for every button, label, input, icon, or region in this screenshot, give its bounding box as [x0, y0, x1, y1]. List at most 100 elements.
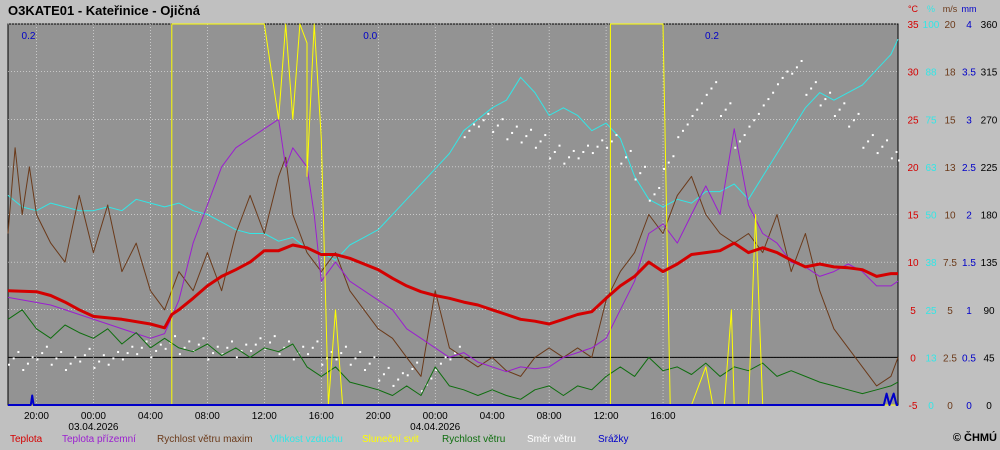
wind-direction-dot	[98, 360, 101, 363]
axis-tick-label: 90	[983, 306, 995, 317]
x-tick-label: 20:00	[24, 411, 49, 422]
wind-direction-dot	[164, 347, 167, 350]
wind-direction-dot	[895, 151, 898, 153]
axis-tick-label: 225	[981, 163, 998, 174]
wind-direction-dot	[188, 340, 191, 343]
axis-tick-label: 88	[925, 68, 937, 79]
axis-tick-label: 30	[907, 68, 919, 79]
x-tick-label: 12:00	[594, 411, 619, 422]
wind-direction-dot	[136, 353, 139, 356]
x-tick-label: 00:00	[423, 411, 448, 422]
wind-direction-dot	[572, 149, 575, 152]
wind-direction-dot	[463, 136, 466, 139]
wind-direction-dot	[738, 140, 741, 143]
wind-direction-dot	[805, 93, 808, 96]
wind-direction-dot	[482, 119, 485, 122]
wind-direction-dot	[406, 374, 409, 377]
wind-direction-dot	[691, 115, 694, 118]
axis-tick-label: 5	[910, 306, 916, 317]
wind-direction-dot	[705, 93, 708, 96]
legend: Teplota Teplota přízemní Rychlost větru …	[0, 432, 1000, 448]
wind-direction-dot	[696, 108, 699, 111]
wind-direction-dot	[724, 108, 727, 111]
axis-tick-label: 18	[944, 68, 956, 79]
wind-direction-dot	[321, 363, 324, 366]
wind-direction-dot	[150, 356, 153, 359]
x-tick-label: 16:00	[309, 411, 334, 422]
wind-direction-dot	[829, 91, 832, 94]
wind-direction-dot	[791, 72, 794, 75]
x-tick-label: 00:00	[81, 411, 106, 422]
wind-direction-dot	[55, 357, 58, 360]
wind-direction-dot	[364, 369, 366, 372]
axis-tick-label: 0	[928, 401, 934, 412]
wind-direction-dot	[292, 358, 295, 361]
axis-tick-label: 13	[925, 353, 937, 364]
wind-direction-dot	[886, 139, 889, 142]
axis-tick-label: -5	[909, 401, 918, 412]
precip-total-label: 0.0	[363, 31, 377, 42]
wind-direction-dot	[83, 354, 86, 357]
x-tick-label: 04:00	[480, 411, 505, 422]
wind-direction-dot	[36, 358, 39, 361]
wind-direction-dot	[648, 199, 651, 202]
wind-direction-dot	[549, 157, 552, 160]
wind-direction-dot	[639, 172, 642, 175]
legend-srazky: Srážky	[598, 434, 629, 445]
axis-tick-label: 0.5	[962, 353, 976, 364]
wind-direction-dot	[140, 346, 143, 349]
copyright: © ČHMÚ	[952, 432, 997, 444]
wind-direction-dot	[586, 144, 589, 147]
axis-tick-label: 10	[907, 258, 919, 269]
wind-direction-dot	[563, 162, 566, 165]
wind-direction-dot	[60, 351, 63, 354]
wind-direction-dot	[221, 353, 224, 356]
wind-direction-dot	[307, 353, 310, 356]
wind-direction-dot	[74, 356, 77, 359]
axis-tick-label: 0	[966, 401, 972, 412]
wind-direction-dot	[729, 102, 732, 105]
wind-direction-dot	[511, 131, 514, 134]
wind-direction-dot	[501, 118, 504, 121]
wind-direction-dot	[525, 135, 528, 138]
wind-direction-dot	[287, 340, 290, 343]
wind-direction-dot	[397, 378, 400, 381]
legend-rychlost-maxim: Rychlost větru maxim	[157, 434, 253, 445]
wind-direction-dot	[31, 356, 34, 359]
wind-direction-dot	[772, 91, 775, 94]
axis-tick-label: 10	[944, 211, 956, 222]
wind-direction-dot	[838, 108, 841, 111]
wind-direction-dot	[753, 119, 756, 122]
wind-direction-dot	[715, 81, 718, 84]
series-rychlost	[7, 309, 899, 400]
wind-direction-dot	[420, 390, 423, 393]
wind-direction-dot	[330, 351, 333, 354]
x-tick-label: 16:00	[651, 411, 676, 422]
wind-direction-dot	[492, 130, 495, 133]
axis-tick-label: 4	[966, 20, 972, 31]
x-tick-label: 04:00	[138, 411, 163, 422]
wind-direction-dot	[368, 362, 371, 365]
wind-direction-dot	[340, 352, 343, 355]
wind-direction-dot	[591, 152, 594, 155]
wind-direction-dot	[814, 81, 817, 84]
wind-direction-dot	[230, 340, 233, 343]
axis-tick-label: 0	[947, 401, 953, 412]
wind-direction-dot	[767, 98, 770, 101]
wind-direction-dot	[435, 369, 438, 372]
wind-direction-dot	[259, 337, 262, 340]
wind-direction-dot	[610, 140, 613, 143]
wind-direction-dot	[79, 360, 82, 363]
wind-direction-dot	[658, 186, 661, 189]
wind-direction-dot	[145, 340, 148, 343]
wind-direction-dot	[26, 362, 29, 365]
axis-tick-label: 35	[907, 20, 919, 31]
wind-direction-dot	[444, 356, 447, 359]
axis-tick-label: 75	[925, 115, 937, 126]
wind-direction-dot	[468, 129, 471, 132]
wind-direction-dot	[121, 358, 124, 361]
wind-direction-dot	[316, 340, 319, 343]
series-slunecni_svit	[8, 23, 898, 406]
wind-direction-dot	[757, 112, 760, 115]
wind-direction-dot	[311, 346, 314, 349]
